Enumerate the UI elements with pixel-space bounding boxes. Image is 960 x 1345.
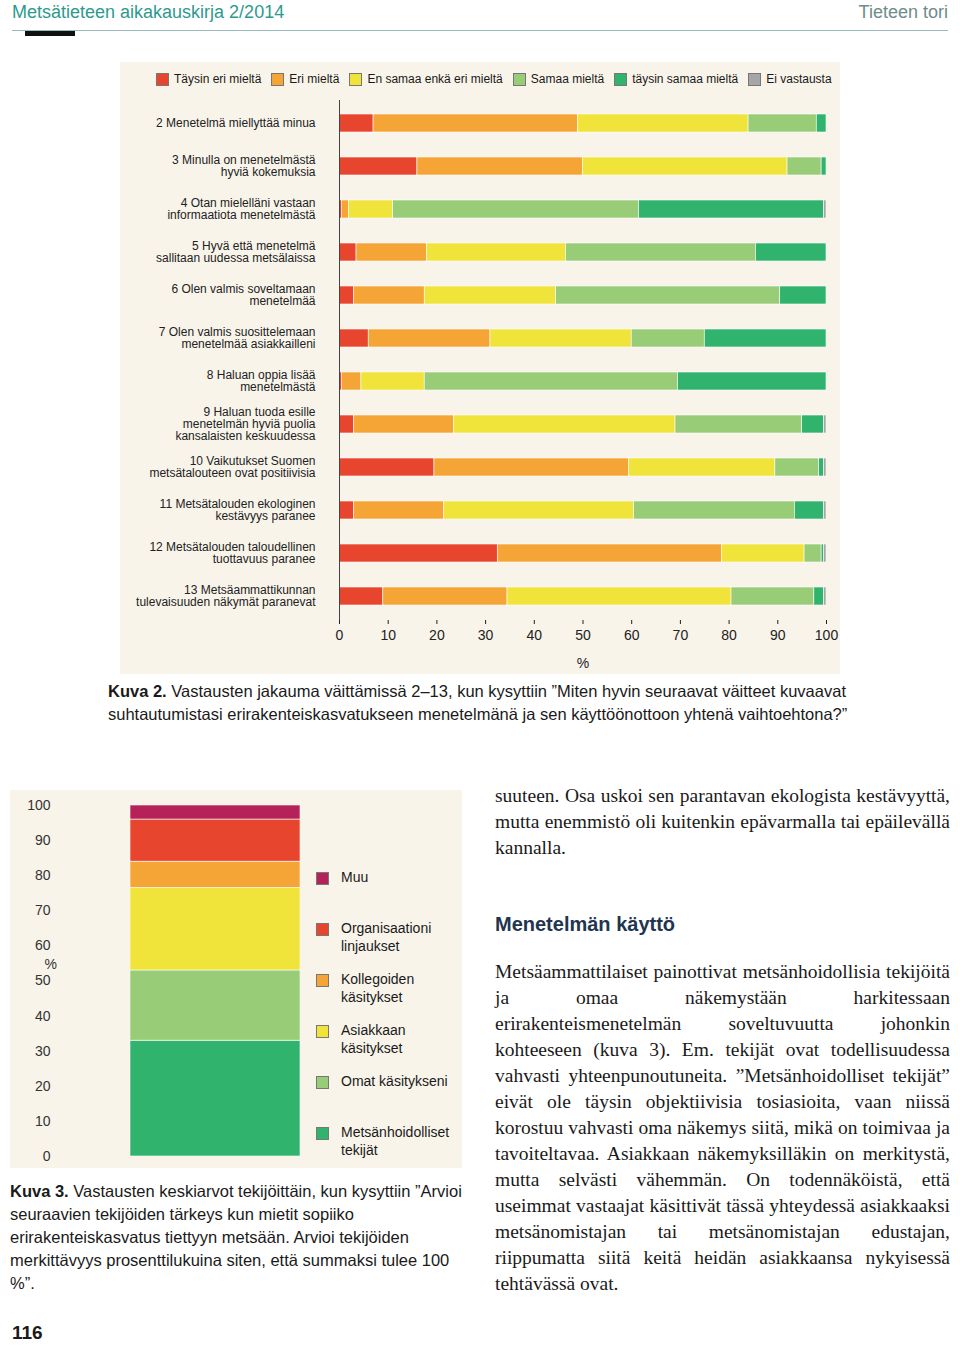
svg-text:70: 70 bbox=[35, 902, 51, 918]
html-text:Ei vastausta: Ei vastausta bbox=[766, 72, 832, 86]
html-text:Samaa mieltä: Samaa mieltä bbox=[530, 72, 605, 86]
svg-text:20: 20 bbox=[429, 627, 445, 643]
svg-text:30: 30 bbox=[478, 627, 494, 643]
html-text:Metsänhoidolliset tekijät: Metsänhoidolliset tekijät bbox=[341, 1124, 450, 1158]
svg-text:10: 10 bbox=[380, 627, 396, 643]
svg-text:4 Otan mielelläni vastaaninfor: 4 Otan mielelläni vastaaninformaatiota m… bbox=[167, 196, 315, 222]
html-text:Metsäammattilaiset painottivat: Metsäammattilaiset painottivat metsänhoi… bbox=[495, 961, 950, 1294]
svg-text:80: 80 bbox=[721, 627, 737, 643]
svg-text:50: 50 bbox=[575, 627, 591, 643]
svg-text:3 Minulla on menetelmästähyviä: 3 Minulla on menetelmästähyviä kokemuksi… bbox=[172, 153, 316, 179]
html-text:Kuva 3. Vastausten keskiarvot: Kuva 3. Vastausten keskiarvot tekijöittä… bbox=[10, 1182, 462, 1292]
svg-text:11 Metsätalouden ekologinenkes: 11 Metsätalouden ekologinenkestävyys par… bbox=[160, 497, 316, 523]
html-text:Kuva 2. Vastausten jakauma väi: Kuva 2. Vastausten jakauma väittämissä 2… bbox=[108, 682, 848, 723]
html-text:Metsätieteen aikakauskirja 2/2: Metsätieteen aikakauskirja 2/2014 bbox=[12, 2, 285, 22]
svg-text:100: 100 bbox=[27, 797, 51, 813]
svg-text:9 Haluan tuoda esillemenetelmä: 9 Haluan tuoda esillemenetelmän hyviä pu… bbox=[175, 405, 315, 443]
svg-text:8 Haluan oppia lisäämenetelmäs: 8 Haluan oppia lisäämenetelmästä bbox=[207, 368, 316, 394]
svg-text:%: % bbox=[577, 655, 589, 671]
svg-text:60: 60 bbox=[35, 937, 51, 953]
svg-text:%: % bbox=[45, 956, 57, 972]
svg-text:80: 80 bbox=[35, 867, 51, 883]
svg-text:90: 90 bbox=[35, 832, 51, 848]
svg-text:50: 50 bbox=[35, 972, 51, 988]
html-text:Omat käsitykseni: Omat käsitykseni bbox=[341, 1073, 448, 1089]
svg-text:10 Vaikutukset Suomenmetsätalo: 10 Vaikutukset Suomenmetsätalouteen ovat… bbox=[149, 454, 315, 480]
svg-text:100: 100 bbox=[815, 627, 839, 643]
svg-text:2 Menetelmä miellyttää minua: 2 Menetelmä miellyttää minua bbox=[156, 116, 316, 130]
svg-text:40: 40 bbox=[35, 1008, 51, 1024]
svg-text:20: 20 bbox=[35, 1078, 51, 1094]
html-text:Asiakkaan käsitykset: Asiakkaan käsitykset bbox=[341, 1022, 406, 1056]
html-text:Kollegoiden käsitykset: Kollegoiden käsitykset bbox=[341, 971, 415, 1005]
svg-text:6 Olen valmis soveltamaanmenet: 6 Olen valmis soveltamaanmenetelmää bbox=[171, 282, 315, 308]
html-text:Täysin eri mieltä: Täysin eri mieltä bbox=[174, 72, 262, 86]
html-text:täysin samaa mieltä: täysin samaa mieltä bbox=[632, 72, 739, 86]
svg-text:7 Olen valmis suosittelemaanme: 7 Olen valmis suosittelemaanmenetelmää a… bbox=[159, 325, 316, 351]
html-text:Menetelmän käyttö: Menetelmän käyttö bbox=[495, 913, 676, 935]
svg-text:12 Metsätalouden taloudellinen: 12 Metsätalouden taloudellinentuottavuus… bbox=[149, 540, 315, 566]
html-text:Tieteen tori: Tieteen tori bbox=[858, 2, 948, 22]
html-text:116: 116 bbox=[12, 1322, 43, 1343]
html-text:En samaa enkä eri mieltä: En samaa enkä eri mieltä bbox=[367, 72, 503, 86]
svg-text:10: 10 bbox=[35, 1113, 51, 1129]
html-text:suuteen. Osa uskoi sen paranta: suuteen. Osa uskoi sen parantavan ekolog… bbox=[495, 785, 950, 858]
svg-text:70: 70 bbox=[673, 627, 689, 643]
svg-text:0: 0 bbox=[43, 1148, 51, 1164]
svg-text:5 Hyvä että menetelmäsallitaan: 5 Hyvä että menetelmäsallitaan uudessa m… bbox=[156, 239, 316, 265]
svg-text:60: 60 bbox=[624, 627, 640, 643]
svg-text:13 Metsäammattikunnantulevaisu: 13 Metsäammattikunnantulevaisuuden näkym… bbox=[136, 583, 316, 609]
html-text:Organisaationi linjaukset: Organisaationi linjaukset bbox=[341, 920, 432, 954]
html-text:Eri mieltä: Eri mieltä bbox=[289, 72, 340, 86]
svg-text:40: 40 bbox=[527, 627, 543, 643]
html-text:Muu: Muu bbox=[341, 869, 369, 885]
svg-text:30: 30 bbox=[35, 1043, 51, 1059]
svg-text:90: 90 bbox=[770, 627, 786, 643]
svg-text:0: 0 bbox=[336, 627, 344, 643]
